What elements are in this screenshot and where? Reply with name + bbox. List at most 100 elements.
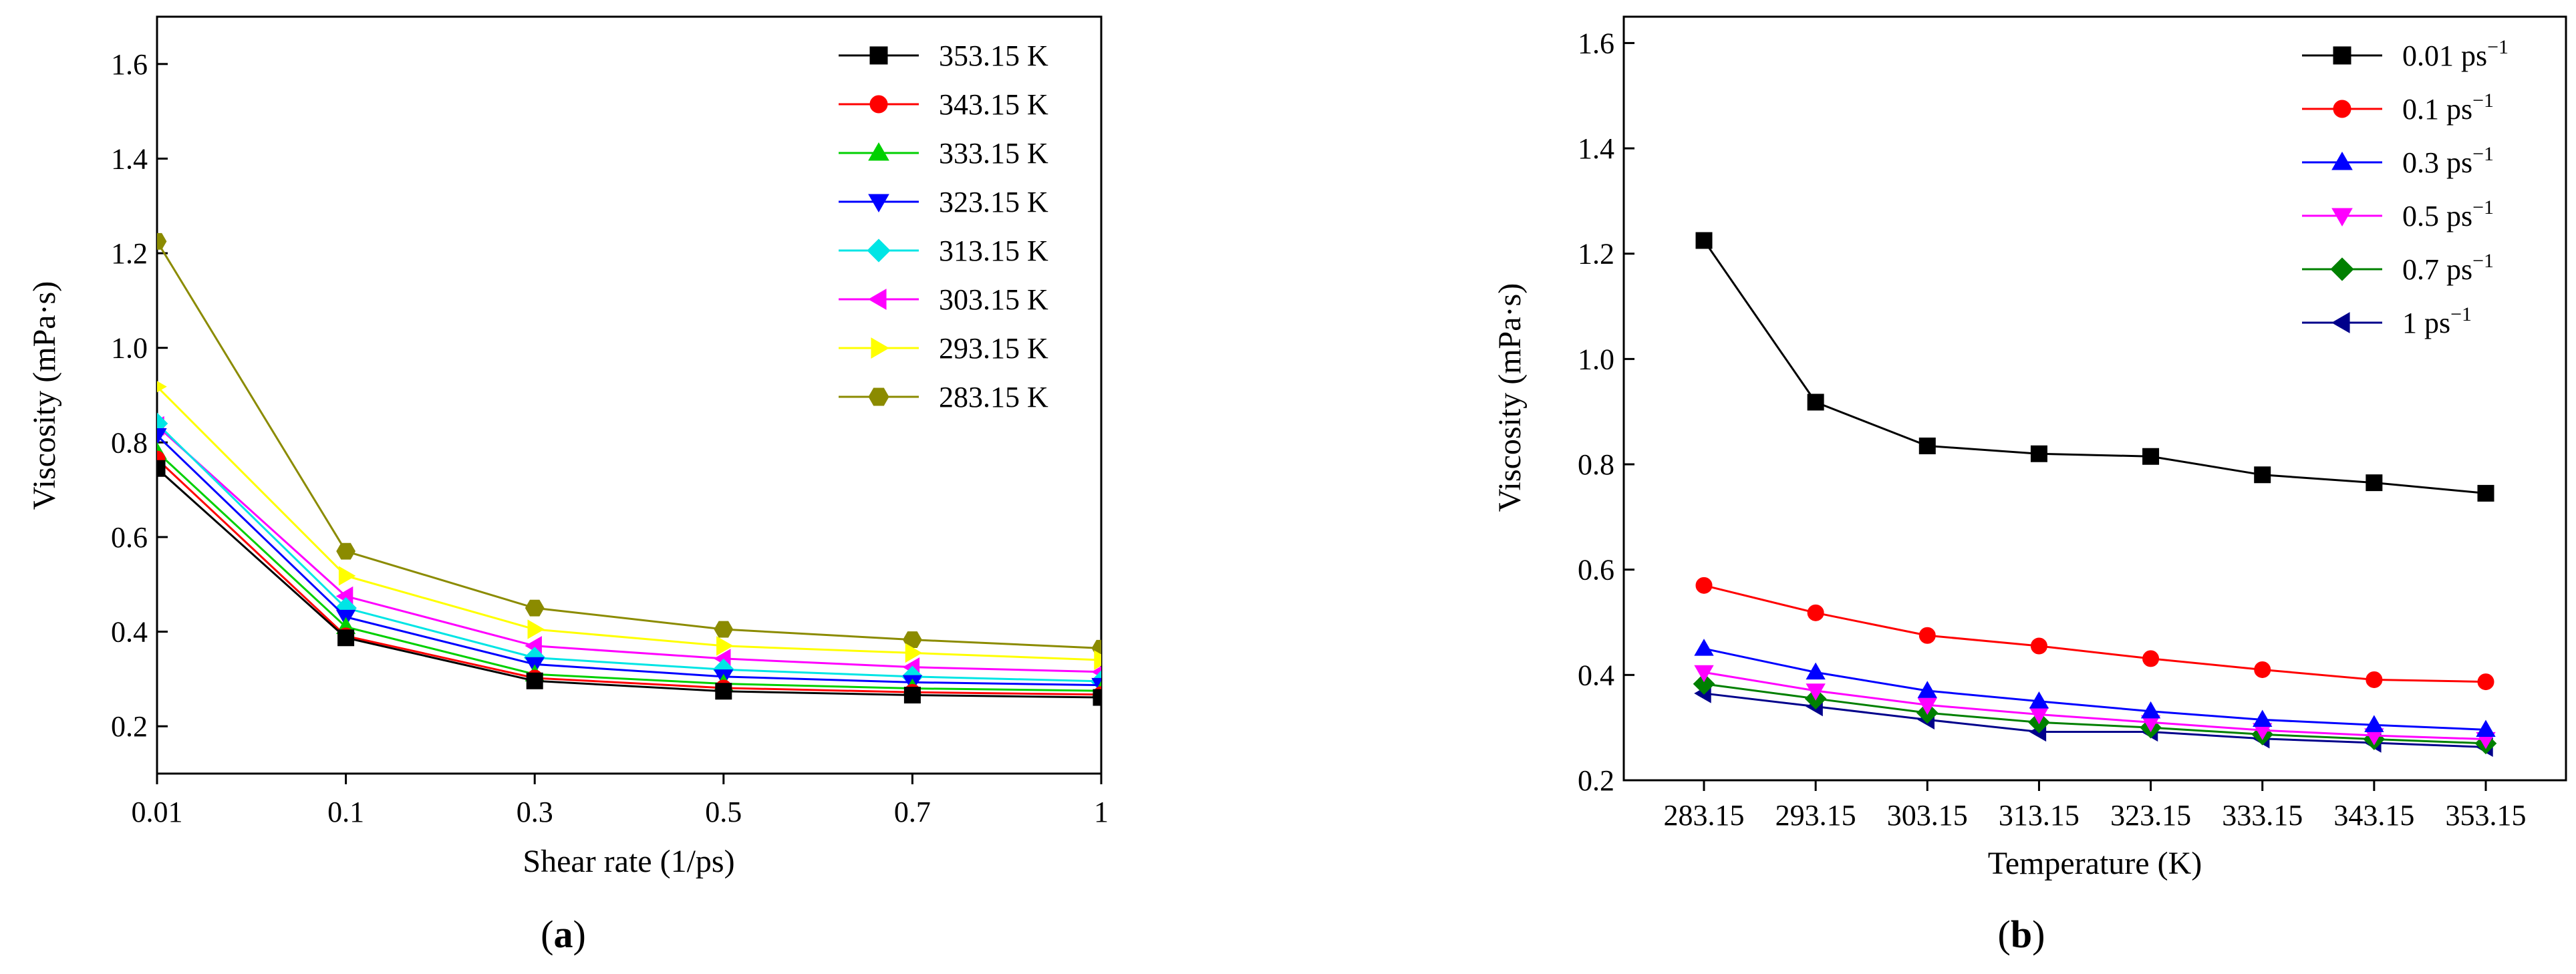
data-point bbox=[157, 460, 166, 477]
legend-label: 323.15 K bbox=[939, 186, 1048, 218]
series-353-15-K bbox=[157, 460, 1101, 706]
y-tick-label: 1.2 bbox=[1578, 238, 1614, 271]
legend: 353.15 K 343.15 K 333.15 K 323.15 K 313.15 K… bbox=[839, 39, 1048, 414]
data-point bbox=[1807, 604, 1824, 621]
data-point bbox=[338, 566, 356, 586]
series-line bbox=[157, 385, 1101, 661]
series-line bbox=[157, 425, 1101, 673]
legend-item: 303.15 K bbox=[839, 283, 1048, 316]
series-line bbox=[157, 240, 1101, 649]
x-tick-label: 323.15 bbox=[2110, 799, 2191, 832]
legend-label: 313.15 K bbox=[939, 234, 1048, 267]
legend-item: 323.15 K bbox=[839, 186, 1048, 218]
y-tick-label: 1.6 bbox=[1578, 27, 1614, 59]
data-point bbox=[2254, 466, 2271, 484]
series-line bbox=[1703, 584, 2486, 683]
y-tick-label: 1.2 bbox=[111, 237, 148, 270]
data-point bbox=[157, 428, 167, 446]
data-point bbox=[715, 683, 732, 700]
data-point bbox=[2030, 445, 2047, 462]
data-point bbox=[2254, 661, 2271, 678]
legend-label: 353.15 K bbox=[939, 39, 1048, 72]
data-point bbox=[2029, 691, 2049, 709]
legend-label: 293.15 K bbox=[939, 332, 1048, 365]
data-point bbox=[1807, 393, 1824, 411]
data-point bbox=[1094, 650, 1101, 670]
legend-item: 0.5 ps−1 bbox=[2302, 196, 2494, 232]
data-point bbox=[1695, 577, 1713, 594]
x-axis-label: Temperature (K) bbox=[1988, 846, 2202, 881]
data-point bbox=[336, 542, 355, 560]
legend-marker bbox=[868, 142, 889, 161]
series-0-01 bbox=[1695, 232, 2494, 502]
y-tick-label: 0.4 bbox=[1578, 659, 1614, 691]
x-axis-label: Shear rate (1/ps) bbox=[523, 844, 734, 879]
y-tick-label: 0.2 bbox=[1578, 764, 1614, 797]
data-point bbox=[714, 621, 734, 638]
data-point bbox=[2030, 637, 2047, 655]
legend-item: 1 ps−1 bbox=[2302, 303, 2472, 339]
y-tick-label: 0.8 bbox=[1578, 448, 1614, 481]
legend-label: 343.15 K bbox=[939, 88, 1048, 121]
series-0-1 bbox=[1695, 577, 2494, 691]
legend-label: 0.3 ps−1 bbox=[2402, 143, 2494, 179]
legend-item: 0.7 ps−1 bbox=[2302, 250, 2494, 286]
data-point bbox=[527, 619, 545, 639]
data-point bbox=[903, 686, 921, 703]
panel-label: (a) bbox=[541, 913, 586, 956]
legend-label: 0.01 ps−1 bbox=[2402, 36, 2509, 72]
data-point bbox=[716, 636, 734, 656]
chart-panel-b: 0.2 0.4 0.6 0.8 1.0 1.2 1.4 1.6 283.15 293.15 303.… bbox=[1492, 15, 2567, 956]
legend-label: 303.15 K bbox=[939, 283, 1048, 316]
series-line bbox=[157, 451, 1101, 692]
y-axis-label: Viscosity (mPa·s) bbox=[27, 281, 62, 510]
plot-area bbox=[157, 232, 1101, 706]
legend-marker bbox=[869, 95, 888, 114]
legend-label: 283.15 K bbox=[939, 381, 1048, 414]
legend-label: 0.7 ps−1 bbox=[2402, 250, 2494, 286]
y-tick-label: 1.0 bbox=[1578, 343, 1614, 375]
data-point bbox=[2142, 650, 2160, 667]
legend-item: 0.3 ps−1 bbox=[2302, 143, 2494, 179]
panel-label: (b) bbox=[1998, 913, 2045, 956]
data-point bbox=[526, 672, 543, 689]
plot-frame bbox=[1622, 15, 2567, 782]
data-point bbox=[1693, 673, 1715, 695]
data-point bbox=[2366, 671, 2383, 688]
legend: 0.01 ps−1 0.1 ps−1 0.3 ps−1 0.5 ps−1 0.7 ps−… bbox=[2302, 36, 2509, 339]
legend-marker bbox=[2331, 208, 2353, 226]
series-0-3 bbox=[1694, 639, 2496, 738]
data-point bbox=[2140, 701, 2161, 719]
data-point bbox=[2364, 715, 2384, 732]
data-point bbox=[2253, 709, 2273, 727]
series-line bbox=[1703, 683, 2486, 745]
legend-marker bbox=[2333, 100, 2351, 118]
legend-item: 333.15 K bbox=[839, 137, 1048, 170]
y-tick-label: 0.2 bbox=[111, 710, 148, 743]
legend-item: 293.15 K bbox=[839, 332, 1048, 365]
data-point bbox=[2477, 484, 2494, 502]
x-tick-label: 0.7 bbox=[894, 796, 931, 828]
data-point bbox=[1093, 689, 1101, 706]
data-point bbox=[337, 629, 355, 647]
x-tick-label: 303.15 bbox=[1887, 799, 1968, 832]
series-line bbox=[1703, 240, 2486, 494]
chart-panel-a: 0.2 0.4 0.6 0.8 1.0 1.2 1.4 1.6 0.01 0.1 0.3 0.5 0.7… bbox=[27, 15, 1109, 956]
data-point bbox=[1918, 627, 1936, 644]
y-axis-label: Viscosity (mPa·s) bbox=[1492, 283, 1528, 512]
x-tick-label: 333.15 bbox=[2222, 799, 2303, 832]
x-tick-label: 293.15 bbox=[1775, 799, 1856, 832]
data-point bbox=[1694, 665, 1714, 683]
data-point bbox=[1806, 662, 1826, 680]
plot-area bbox=[1693, 232, 2497, 758]
series-line bbox=[157, 468, 1101, 699]
x-tick-label: 313.15 bbox=[1999, 799, 2080, 832]
y-tick-label: 0.6 bbox=[1578, 554, 1614, 587]
legend-marker bbox=[867, 238, 891, 263]
data-point bbox=[1917, 681, 1937, 698]
series-line bbox=[157, 434, 1101, 687]
x-tick-label: 0.1 bbox=[327, 796, 364, 828]
data-point bbox=[1694, 639, 1714, 656]
y-tick-label: 1.6 bbox=[111, 48, 148, 81]
